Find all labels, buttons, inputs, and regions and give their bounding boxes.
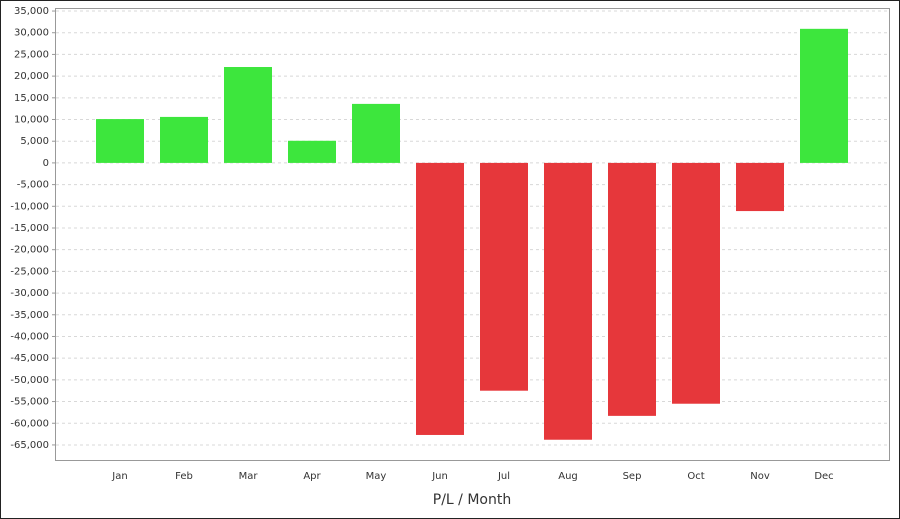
y-tick-label: 35,000 <box>14 6 49 17</box>
x-tick-label: Oct <box>687 471 704 482</box>
bar <box>544 162 592 440</box>
x-tick-label: Feb <box>175 471 193 482</box>
x-axis-title: P/L / Month <box>433 492 511 508</box>
y-tick-label: 30,000 <box>14 28 49 39</box>
y-tick-label: 15,000 <box>14 93 49 104</box>
x-tick-label: May <box>366 471 387 482</box>
y-tick-label: -30,000 <box>10 288 49 299</box>
bar <box>480 162 528 391</box>
y-tick-label: 10,000 <box>14 115 49 126</box>
y-tick-label: -20,000 <box>10 245 49 256</box>
y-tick-label: -45,000 <box>10 353 49 364</box>
plot-area <box>55 8 890 461</box>
x-tick-label: Aug <box>558 471 578 482</box>
x-tick-label: Jan <box>111 471 127 482</box>
y-tick-label: -40,000 <box>10 331 49 342</box>
x-tick-label: Nov <box>750 471 770 482</box>
x-tick-label: Jul <box>497 471 510 482</box>
y-tick-label: -65,000 <box>10 440 49 451</box>
y-tick-label: -5,000 <box>17 180 49 191</box>
bar <box>672 162 720 404</box>
y-tick-label: 0 <box>43 158 49 169</box>
bar <box>224 67 272 163</box>
y-tick-label: -25,000 <box>10 266 49 277</box>
y-tick-label: -50,000 <box>10 375 49 386</box>
y-tick-label: -60,000 <box>10 418 49 429</box>
bar <box>352 103 400 163</box>
y-tick-label: -35,000 <box>10 310 49 321</box>
y-tick-label: -15,000 <box>10 223 49 234</box>
bar <box>96 119 144 163</box>
x-tick-label: Jun <box>431 471 448 482</box>
x-tick-label: Mar <box>239 471 259 482</box>
y-tick-label: 25,000 <box>14 49 49 60</box>
bar <box>800 28 848 163</box>
bar <box>416 162 464 435</box>
y-tick-label: -10,000 <box>10 201 49 212</box>
x-tick-label: Sep <box>623 471 642 482</box>
bar <box>160 116 208 163</box>
x-tick-label: Apr <box>303 471 321 482</box>
bar <box>288 140 336 163</box>
y-tick-label: 5,000 <box>20 136 49 147</box>
y-tick-label: -55,000 <box>10 397 49 408</box>
y-tick-label: 20,000 <box>14 71 49 82</box>
x-tick-label: Dec <box>814 471 833 482</box>
bar <box>608 162 656 416</box>
bar <box>736 162 784 212</box>
